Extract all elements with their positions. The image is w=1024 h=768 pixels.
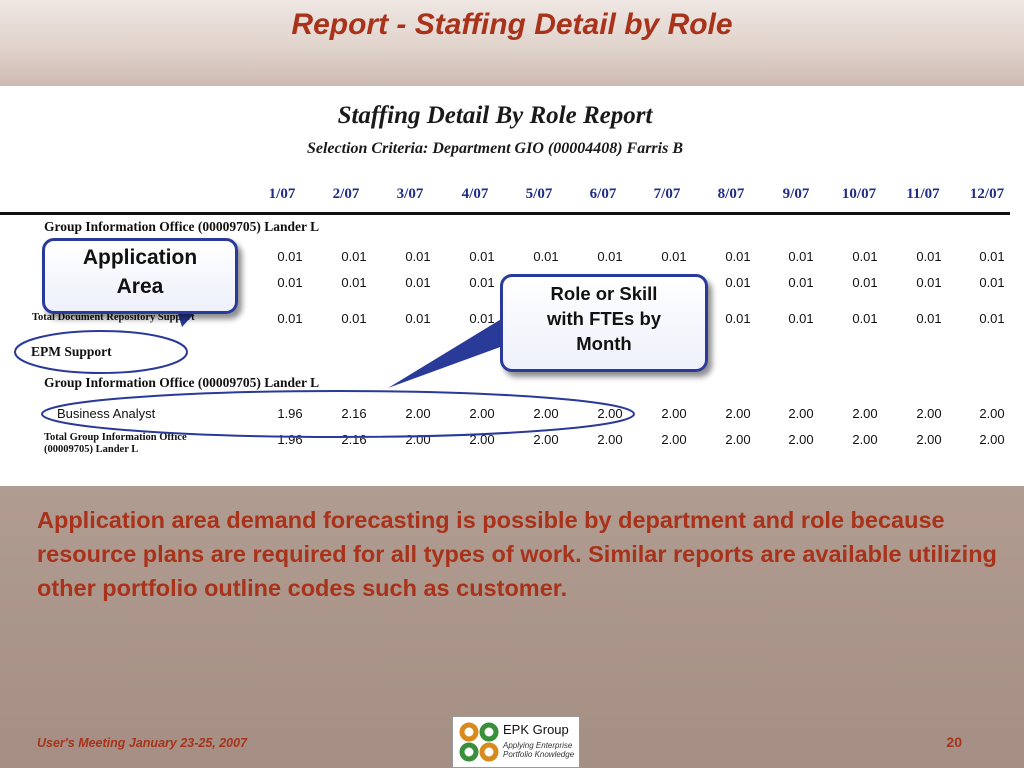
cell-value: 0.01 <box>405 311 431 326</box>
role-callout-line3: Month <box>576 333 632 354</box>
cell-value: 0.01 <box>341 311 367 326</box>
role-skill-callout: Role or Skill with FTEs by Month <box>500 274 708 372</box>
month-header: 9/07 <box>782 186 810 202</box>
epk-knot-icon <box>459 722 499 762</box>
cell-value: 2.00 <box>533 406 559 421</box>
cell-value: 0.01 <box>725 275 751 290</box>
header-rule <box>0 212 1010 215</box>
cell-value: 2.00 <box>852 406 878 421</box>
application-callout-line2: Area <box>116 275 164 298</box>
cell-value: 2.16 <box>341 432 367 447</box>
epm-support-label: EPM Support <box>31 344 112 359</box>
cell-value: 2.00 <box>533 432 559 447</box>
application-callout-line1: Application <box>82 246 198 269</box>
cell-value: 2.00 <box>725 406 751 421</box>
cell-value: 0.01 <box>916 249 942 264</box>
cell-value: 0.01 <box>533 249 559 264</box>
epk-group-logo: EPK Group Applying Enterprise Portfolio … <box>452 716 580 768</box>
month-header: 11/07 <box>906 186 940 202</box>
cell-value: 2.00 <box>405 406 431 421</box>
cell-value: 2.00 <box>405 432 431 447</box>
cell-value: 2.00 <box>597 406 623 421</box>
cell-value: 0.01 <box>341 249 367 264</box>
cell-value: 2.00 <box>979 406 1005 421</box>
month-header: 3/07 <box>396 186 424 202</box>
logo-tagline: Applying Enterprise Portfolio Knowledge <box>503 741 577 759</box>
group-header: Group Information Office (00009705) Land… <box>44 219 320 234</box>
cell-value: 2.00 <box>916 432 942 447</box>
title-band <box>0 0 1024 86</box>
cell-value: 2.00 <box>597 432 623 447</box>
month-header: 10/07 <box>841 186 877 202</box>
cell-value: 1.96 <box>277 432 303 447</box>
logo-tagline-line1: Applying Enterprise <box>503 741 573 750</box>
cell-value: 0.01 <box>916 311 942 326</box>
body-text: Application area demand forecasting is p… <box>37 507 997 601</box>
cell-value: 0.01 <box>852 311 878 326</box>
cell-value: 0.01 <box>979 249 1005 264</box>
cell-value: 0.01 <box>405 275 431 290</box>
total-doc-label: Total Document Repository Support <box>32 312 195 323</box>
role-callout-line2: with FTEs by <box>546 308 662 329</box>
cell-value: 0.01 <box>469 249 495 264</box>
cell-value: 2.00 <box>469 406 495 421</box>
cell-value: 2.00 <box>661 432 687 447</box>
cell-value: 0.01 <box>788 249 814 264</box>
cell-value: 0.01 <box>979 275 1005 290</box>
cell-value: 0.01 <box>661 249 687 264</box>
cell-value: 2.00 <box>725 432 751 447</box>
report-title: Staffing Detail By Role Report <box>337 102 653 129</box>
cell-value: 0.01 <box>788 275 814 290</box>
cell-value: 0.01 <box>916 275 942 290</box>
month-header: 7/07 <box>653 186 681 202</box>
cell-value: 0.01 <box>277 275 303 290</box>
cell-value: 2.00 <box>469 432 495 447</box>
cell-value: 2.00 <box>661 406 687 421</box>
cell-value: 0.01 <box>725 311 751 326</box>
month-header: 4/07 <box>461 186 489 202</box>
cell-value: 2.16 <box>341 406 367 421</box>
month-header: 6/07 <box>589 186 617 202</box>
role-callout-line1: Role or Skill <box>550 283 658 304</box>
cell-value: 2.00 <box>788 406 814 421</box>
footer-meeting-text: User's Meeting January 23-25, 2007 <box>37 736 248 750</box>
cell-value: 0.01 <box>852 275 878 290</box>
total-gio-label: Total Group Information Office (00009705… <box>44 432 187 456</box>
month-header: 5/07 <box>525 186 553 202</box>
cell-value: 0.01 <box>341 275 367 290</box>
total-gio-label-line2: (00009705) Lander L <box>44 444 139 455</box>
business-analyst-label: Business Analyst <box>57 406 156 421</box>
cell-value: 0.01 <box>725 249 751 264</box>
total-gio-label-line1: Total Group Information Office <box>44 432 187 443</box>
cell-value: 0.01 <box>469 275 495 290</box>
cell-value: 0.01 <box>788 311 814 326</box>
month-header: 2/07 <box>332 186 360 202</box>
cell-value: 2.00 <box>852 432 878 447</box>
cell-value: 2.00 <box>916 406 942 421</box>
cell-value: 2.00 <box>788 432 814 447</box>
cell-value: 0.01 <box>277 311 303 326</box>
cell-value: 0.01 <box>597 249 623 264</box>
group-header: Group Information Office (00009705) Land… <box>44 375 320 390</box>
cell-value: 0.01 <box>405 249 431 264</box>
month-header: 12/07 <box>969 186 1005 202</box>
cell-value: 0.01 <box>852 249 878 264</box>
cell-value: 0.01 <box>979 311 1005 326</box>
application-area-callout: Application Area <box>42 238 238 314</box>
cell-value: 1.96 <box>277 406 303 421</box>
report-criteria: Selection Criteria: Department GIO (0000… <box>306 140 683 157</box>
slide-title: Report - Staffing Detail by Role <box>291 8 733 41</box>
month-header: 8/07 <box>717 186 745 202</box>
page-number: 20 <box>946 734 962 750</box>
cell-value: 2.00 <box>979 432 1005 447</box>
logo-name: EPK Group <box>503 722 569 737</box>
cell-value: 0.01 <box>277 249 303 264</box>
month-header: 1/07 <box>268 186 296 202</box>
logo-tagline-line2: Portfolio Knowledge <box>503 750 575 759</box>
